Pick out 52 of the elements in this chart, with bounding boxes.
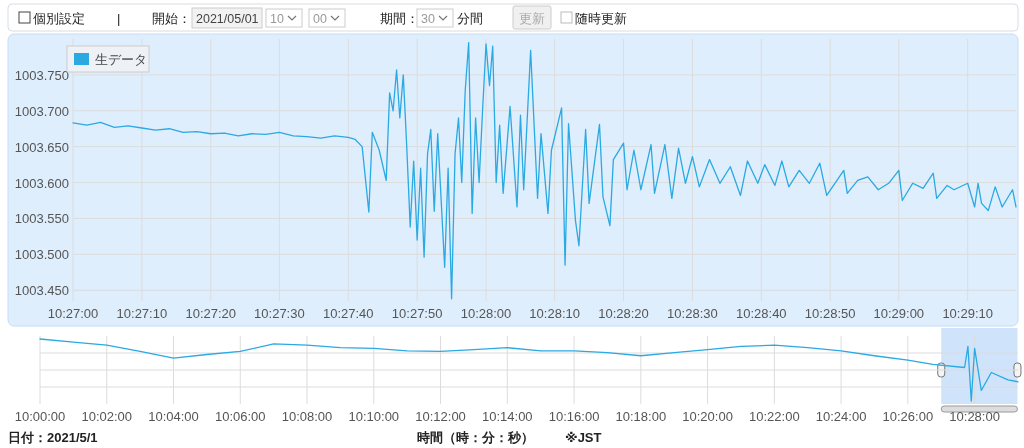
x-tick-label: 10:27:10: [116, 306, 168, 321]
x-tick-label: 10:27:00: [47, 306, 99, 321]
x-tick-label: 10:06:00: [214, 409, 266, 424]
x-tick-label: 10:14:00: [482, 409, 533, 424]
line-series: [72, 41, 1017, 300]
y-tick-label: 1003.550: [14, 211, 69, 227]
x-tick-label: 10:04:00: [148, 409, 199, 424]
text: 分間: [457, 11, 483, 26]
y-tick-label: 1003.650: [14, 139, 69, 155]
text: 00: [313, 12, 327, 26]
x-tick-label: 10:28:30: [667, 306, 718, 321]
x-tick-label: 10:29:00: [873, 306, 925, 321]
text: 日付：2021/5/1: [8, 430, 98, 445]
text: 30: [421, 12, 435, 26]
x-tick-label: 10:27:20: [185, 306, 237, 321]
x-tick-label: 10:28:00: [949, 409, 1000, 424]
y-tick-label: 1003.750: [14, 67, 69, 83]
text: 2021/05/01: [196, 12, 259, 26]
text: ※JST: [565, 430, 602, 445]
y-tick-label: 1003.700: [14, 103, 69, 119]
x-tick-label: 10:27:40: [322, 306, 374, 321]
x-axis-title: 時間（時：分：秒）: [416, 430, 534, 445]
x-tick-label: 10:26:00: [882, 409, 934, 424]
x-tick-label: 10:28:50: [804, 306, 856, 321]
text: 期間：: [380, 11, 419, 26]
y-tick-label: 1003.600: [14, 175, 69, 191]
text: 10: [270, 12, 284, 26]
x-tick-label: 10:27:30: [254, 306, 305, 321]
x-tick-label: 10:28:40: [735, 306, 787, 321]
text: |: [117, 11, 121, 26]
x-tick-label: 10:10:00: [348, 409, 400, 424]
x-tick-label: 10:22:00: [749, 409, 800, 424]
x-tick-label: 10:27:50: [391, 306, 443, 321]
x-tick-label: 10:08:00: [281, 409, 333, 424]
text: 開始：: [152, 11, 191, 26]
x-tick-label: 10:29:10: [942, 306, 993, 321]
text: 更新: [519, 12, 545, 26]
x-tick-label: 10:16:00: [548, 409, 600, 424]
x-tick-label: 10:28:00: [460, 306, 512, 321]
x-tick-label: 10:12:00: [415, 409, 466, 424]
x-tick-label: 10:28:20: [598, 306, 649, 321]
y-tick-label: 1003.500: [14, 247, 69, 263]
x-tick-label: 10:20:00: [682, 409, 733, 424]
x-tick-label: 10:18:00: [615, 409, 667, 424]
y-tick-label: 1003.450: [14, 283, 69, 299]
x-tick-label: 10:02:00: [81, 409, 133, 424]
x-tick-label: 10:00:00: [14, 409, 66, 424]
x-tick-label: 10:24:00: [815, 409, 867, 424]
text: 個別設定: [33, 11, 85, 26]
legend-label: 生データ: [95, 52, 147, 67]
x-tick-label: 10:28:10: [529, 306, 580, 321]
text: 随時更新: [575, 11, 627, 26]
